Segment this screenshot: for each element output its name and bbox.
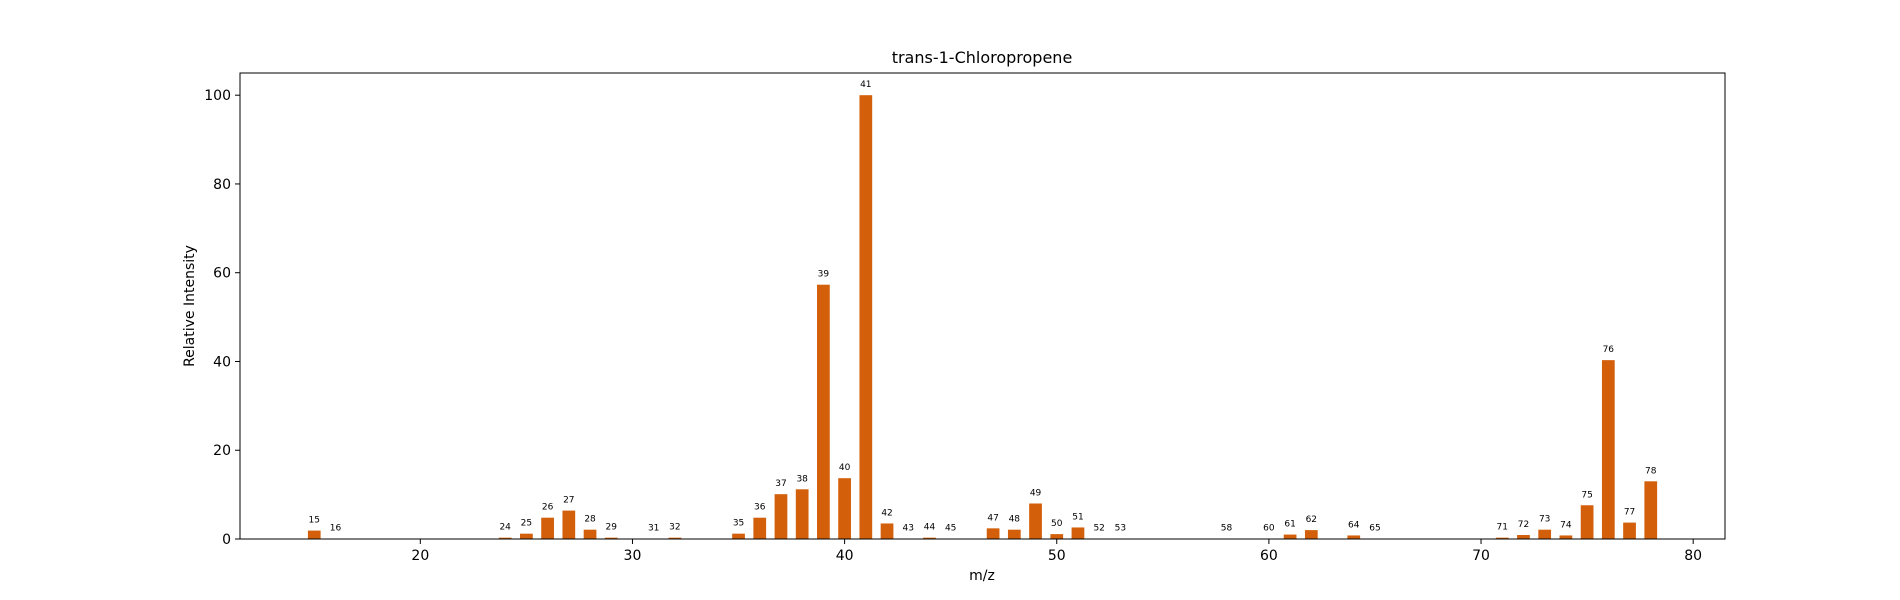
bar-mz-47 xyxy=(986,528,1000,539)
bar-label-mz-49: 49 xyxy=(1030,489,1042,499)
bar-label-mz-48: 48 xyxy=(1009,515,1021,525)
bar-label-mz-36: 36 xyxy=(754,503,766,513)
y-tick-label-20: 20 xyxy=(213,443,231,459)
y-tick-label-100: 100 xyxy=(204,88,231,104)
bars-group xyxy=(307,95,1658,539)
y-tick-label-40: 40 xyxy=(213,354,231,370)
bar-label-mz-40: 40 xyxy=(839,463,851,473)
bar-label-mz-45: 45 xyxy=(945,524,956,534)
y-tick-label-80: 80 xyxy=(213,177,231,193)
bar-mz-73 xyxy=(1538,529,1552,539)
bar-mz-50 xyxy=(1050,534,1064,539)
bar-label-mz-73: 73 xyxy=(1539,515,1550,525)
bar-label-mz-62: 62 xyxy=(1306,515,1317,525)
bar-mz-36 xyxy=(753,517,767,539)
plot-frame xyxy=(239,72,1726,540)
bar-label-mz-28: 28 xyxy=(584,515,596,525)
bar-mz-41 xyxy=(859,95,873,539)
bar-label-mz-74: 74 xyxy=(1560,520,1572,530)
bar-mz-64 xyxy=(1347,535,1361,539)
x-tick-label-80: 80 xyxy=(1684,548,1702,564)
x-tick-label-50: 50 xyxy=(1048,548,1066,564)
x-tick-label-70: 70 xyxy=(1472,548,1490,564)
bar-label-mz-50: 50 xyxy=(1051,519,1063,529)
bar-label-mz-53: 53 xyxy=(1115,524,1126,534)
bar-mz-24 xyxy=(498,537,512,539)
bar-mz-77 xyxy=(1623,522,1636,539)
x-tick-label-30: 30 xyxy=(624,548,642,564)
bar-mz-51 xyxy=(1071,527,1085,539)
bar-label-mz-25: 25 xyxy=(521,519,532,529)
bar-mz-15 xyxy=(307,530,321,539)
bar-mz-76 xyxy=(1601,360,1615,539)
bar-mz-62 xyxy=(1304,530,1318,539)
bar-label-mz-76: 76 xyxy=(1603,345,1615,355)
bar-mz-37 xyxy=(774,494,788,539)
bar-label-mz-31: 31 xyxy=(648,524,659,534)
y-axis-label: Relative Intensity xyxy=(182,245,198,367)
bar-mz-35 xyxy=(732,533,745,539)
bar-mz-61 xyxy=(1283,534,1297,539)
bar-label-mz-29: 29 xyxy=(606,523,618,533)
x-ticks-group: 20 30 40 50 60 70 80 xyxy=(411,539,1702,564)
bar-mz-26 xyxy=(541,517,554,539)
x-tick-label-40: 40 xyxy=(836,548,854,564)
bar-label-mz-72: 72 xyxy=(1518,520,1529,530)
bar-label-mz-47: 47 xyxy=(987,513,998,523)
bar-label-mz-77: 77 xyxy=(1624,508,1635,518)
chart-title: trans-1-Chloropropene xyxy=(892,48,1073,67)
bar-mz-74 xyxy=(1559,535,1573,539)
bar-mz-29 xyxy=(604,537,618,539)
x-axis-label: m/z xyxy=(969,568,995,584)
bar-label-mz-52: 52 xyxy=(1093,524,1104,534)
bar-mz-28 xyxy=(583,529,597,539)
bar-label-mz-71: 71 xyxy=(1497,523,1508,533)
bar-label-mz-44: 44 xyxy=(924,523,936,533)
bar-label-mz-60: 60 xyxy=(1263,524,1275,534)
bar-mz-49 xyxy=(1029,503,1042,539)
bar-label-mz-38: 38 xyxy=(796,474,808,484)
y-tick-label-60: 60 xyxy=(213,266,231,282)
bar-mz-27 xyxy=(562,510,576,539)
bar-label-mz-42: 42 xyxy=(881,508,892,518)
bar-mz-75 xyxy=(1580,505,1594,539)
x-tick-label-20: 20 xyxy=(411,548,429,564)
bar-mz-71 xyxy=(1495,537,1509,539)
bar-mz-32 xyxy=(668,537,682,539)
bar-label-mz-37: 37 xyxy=(775,479,786,489)
y-tick-label-0: 0 xyxy=(222,532,231,548)
bar-mz-44 xyxy=(923,537,936,539)
bar-mz-40 xyxy=(838,478,851,539)
bar-label-mz-41: 41 xyxy=(860,80,871,90)
bar-mz-42 xyxy=(880,523,894,539)
bar-mz-48 xyxy=(1007,529,1021,539)
bar-label-mz-78: 78 xyxy=(1645,466,1657,476)
bar-label-mz-75: 75 xyxy=(1581,490,1592,500)
x-tick-label-60: 60 xyxy=(1260,548,1278,564)
bar-label-mz-15: 15 xyxy=(309,516,320,526)
bar-label-mz-27: 27 xyxy=(563,496,574,506)
bar-mz-38 xyxy=(795,489,809,539)
bar-label-mz-16: 16 xyxy=(330,524,342,534)
bar-mz-25 xyxy=(520,533,533,539)
bar-label-mz-43: 43 xyxy=(903,524,914,534)
bar-label-mz-39: 39 xyxy=(818,270,830,280)
y-ticks-group: 0 20 40 60 80 100 xyxy=(204,88,240,548)
bar-labels-group: 15 16 24 25 26 27 28 29 31 32 35 36 37 38 39 40 41 42 43 44… xyxy=(309,80,1657,533)
bar-label-mz-64: 64 xyxy=(1348,520,1360,530)
bar-label-mz-61: 61 xyxy=(1284,520,1295,530)
bar-label-mz-32: 32 xyxy=(669,523,680,533)
bar-mz-39 xyxy=(817,284,830,539)
bar-label-mz-65: 65 xyxy=(1369,524,1380,534)
bar-label-mz-35: 35 xyxy=(733,519,744,529)
bar-label-mz-58: 58 xyxy=(1221,524,1233,534)
bar-mz-72 xyxy=(1517,535,1530,539)
bar-mz-78 xyxy=(1644,481,1658,539)
bar-label-mz-51: 51 xyxy=(1072,512,1083,522)
bar-label-mz-24: 24 xyxy=(499,523,511,533)
bar-label-mz-26: 26 xyxy=(542,503,554,513)
